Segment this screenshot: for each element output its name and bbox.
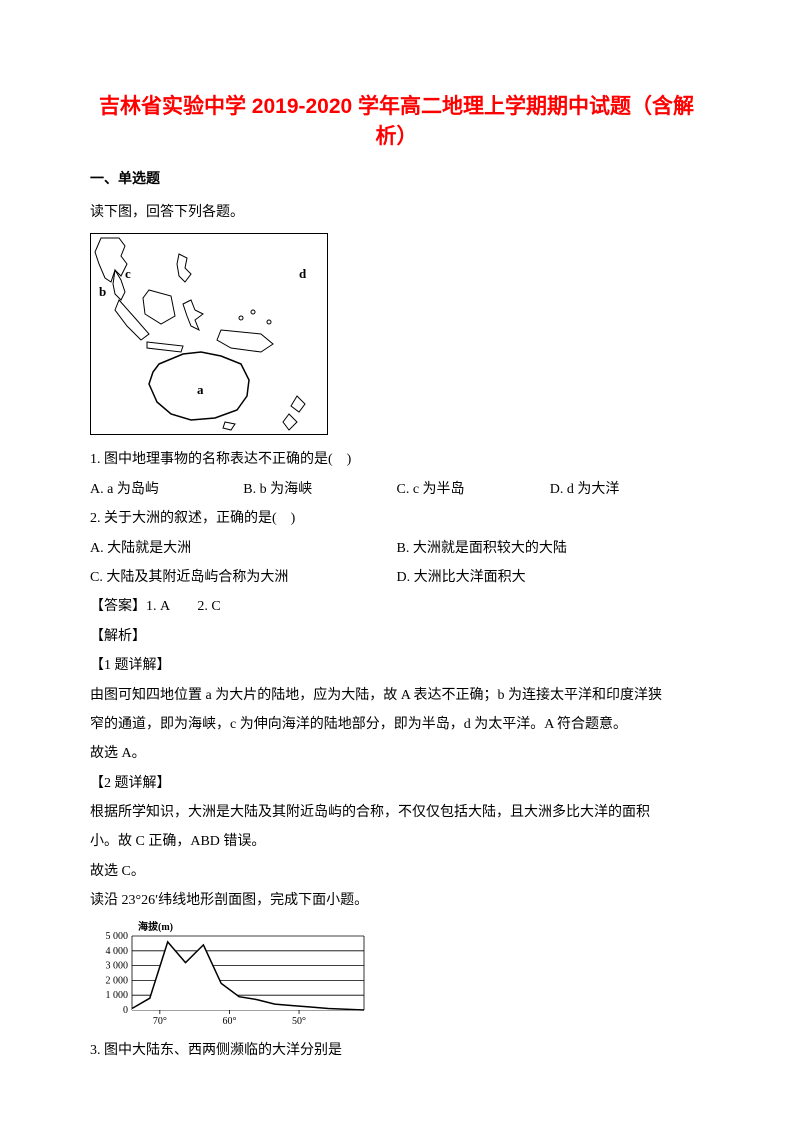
q1-detail-line3: 故选 A。 (90, 739, 703, 768)
q1-detail-heading: 【1 题详解】 (90, 651, 703, 680)
svg-text:70°: 70° (153, 1016, 167, 1027)
q2-detail-line1: 根据所学知识，大洲是大陆及其附近岛屿的合称，不仅仅包括大陆，且大洲多比大洋的面积 (90, 798, 703, 827)
section-heading: 一、单选题 (90, 168, 703, 188)
q2-option-b: B. 大洲就是面积较大的大陆 (397, 534, 704, 563)
q1-option-b: B. b 为海峡 (243, 475, 396, 504)
q2-options-row1: A. 大陆就是大洲 B. 大洲就是面积较大的大陆 (90, 534, 703, 563)
svg-text:4 000: 4 000 (106, 945, 129, 956)
q2-detail-line2: 小。故 C 正确，ABD 错误。 (90, 827, 703, 856)
svg-text:5 000: 5 000 (106, 931, 129, 942)
svg-text:50°: 50° (292, 1016, 306, 1027)
map-svg (91, 234, 327, 434)
map-label-c: c (125, 266, 131, 282)
elevation-profile-chart: 海拔(m) 5 000 4 000 3 000 2 000 1 000 0 70° 60° 50° (90, 920, 370, 1028)
svg-text:0: 0 (123, 1005, 128, 1016)
q2-option-a: A. 大陆就是大洲 (90, 534, 397, 563)
q1-detail-line1: 由图可知四地位置 a 为大片的陆地，应为大陆，故 A 表达不正确；b 为连接太平… (90, 681, 703, 710)
profile-svg: 海拔(m) 5 000 4 000 3 000 2 000 1 000 0 70° 60° 50° (90, 920, 370, 1028)
q2-detail-line3: 故选 C。 (90, 857, 703, 886)
intro-text-2: 读沿 23°26′纬线地形剖面图，完成下面小题。 (90, 886, 703, 915)
q1-detail-line2: 窄的通道，即为海峡，c 为伸向海洋的陆地部分，即为半岛，d 为太平洋。A 符合题… (90, 710, 703, 739)
q2-option-d: D. 大洲比大洋面积大 (397, 563, 704, 592)
svg-text:1 000: 1 000 (106, 990, 129, 1001)
page-title: 吉林省实验中学 2019-2020 学年高二地理上学期期中试题（含解析） (90, 90, 703, 150)
q1-option-c: C. c 为半岛 (397, 475, 550, 504)
map-label-d: d (299, 266, 306, 282)
q1-options: A. a 为岛屿 B. b 为海峡 C. c 为半岛 D. d 为大洋 (90, 475, 703, 504)
analysis-heading: 【解析】 (90, 622, 703, 651)
svg-text:3 000: 3 000 (106, 960, 129, 971)
q3-stem: 3. 图中大陆东、西两侧濒临的大洋分别是 (90, 1036, 703, 1065)
map-label-a: a (197, 382, 204, 398)
svg-text:2 000: 2 000 (106, 975, 129, 986)
q2-stem: 2. 关于大洲的叙述，正确的是( ) (90, 504, 703, 533)
q2-detail-heading: 【2 题详解】 (90, 769, 703, 798)
q1-option-a: A. a 为岛屿 (90, 475, 243, 504)
svg-text:60°: 60° (222, 1016, 236, 1027)
map-figure: b c d a (90, 233, 328, 435)
map-label-b: b (99, 284, 106, 300)
q2-option-c: C. 大陆及其附近岛屿合称为大洲 (90, 563, 397, 592)
q2-options-row2: C. 大陆及其附近岛屿合称为大洲 D. 大洲比大洋面积大 (90, 563, 703, 592)
intro-text-1: 读下图，回答下列各题。 (90, 198, 703, 227)
answer-1-2: 【答案】1. A 2. C (90, 592, 703, 621)
svg-text:海拔(m): 海拔(m) (138, 920, 173, 933)
q1-option-d: D. d 为大洋 (550, 475, 703, 504)
q1-stem: 1. 图中地理事物的名称表达不正确的是( ) (90, 445, 703, 474)
